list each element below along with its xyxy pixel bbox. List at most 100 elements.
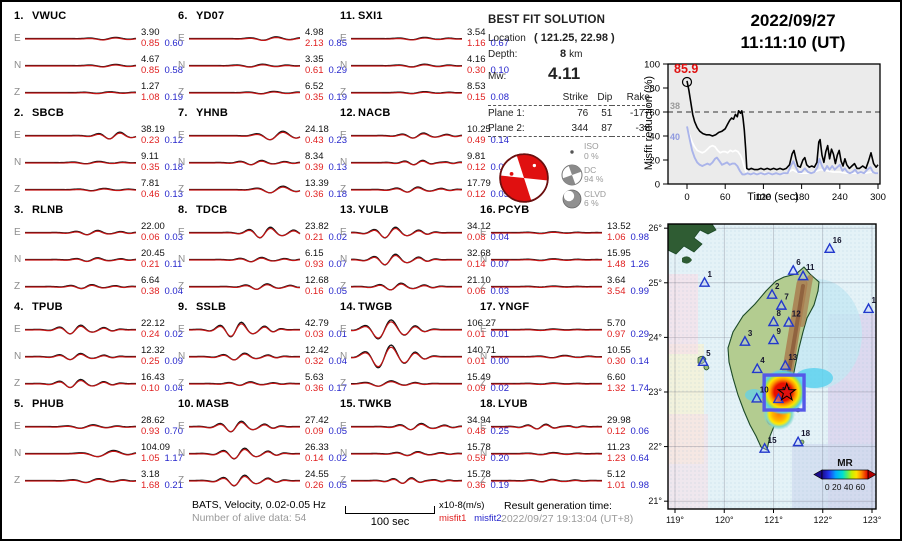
channel-label: Z <box>480 281 487 292</box>
channel-row-TPUB-Z: Z 16.43 0.10 0.04 <box>14 370 183 397</box>
channel-values: 34.94 0.48 0.25 <box>467 415 509 437</box>
misfit2-value: 0.10 <box>490 64 510 76</box>
channel-values: 140.71 0.01 0.00 <box>467 345 510 367</box>
misfit2-value: 0.00 <box>490 355 510 367</box>
misfit1-value: 0.15 <box>467 91 486 103</box>
search-area-box <box>762 373 806 412</box>
misfit2-value: 0.67 <box>490 37 510 49</box>
misfit2-value: 0.19 <box>490 479 510 491</box>
waveform-YD07-Z <box>189 90 301 95</box>
svg-text:80: 80 <box>649 84 660 95</box>
misfit1-value: 0.06 <box>467 285 486 297</box>
misfit1-value: 1.68 <box>141 479 160 491</box>
channel-values: 13.39 0.36 0.18 <box>305 178 347 200</box>
station-block-PCYB: 16. PCYB E 13.52 1.06 0.98 N 15.95 1.48 1.26 Z 3.64… <box>480 204 649 301</box>
misfit1-value: 0.32 <box>305 355 324 367</box>
channel-label: N <box>480 254 488 265</box>
misfit1-value: 0.35 <box>305 91 324 103</box>
misfit1-value: 0.43 <box>305 134 324 146</box>
amplitude-value: 16.43 <box>141 372 165 383</box>
channel-row-YHNB-Z: Z 13.39 0.36 0.18 <box>178 176 347 203</box>
map-station-17: 17 <box>862 296 876 314</box>
station-header: 2. SBCB <box>14 107 64 119</box>
channel-row-SBCB-Z: Z 7.81 0.46 0.13 <box>14 176 183 203</box>
amplitude-value: 3.54 <box>467 27 486 38</box>
channel-label: N <box>14 254 22 265</box>
misfit2-value: 0.14 <box>490 134 510 146</box>
station-block-TDCB: 8. TDCB E 23.82 0.21 0.02 N 6.15 0.93 0.07 Z 12.68 0… <box>178 204 347 301</box>
amplitude-value: 3.18 <box>141 469 160 480</box>
misfit2-key-label: misfit2 <box>474 513 502 524</box>
stations-col-4: 16. PCYB E 13.52 1.06 0.98 N 15.95 1.48 1.26 Z 3.64… <box>480 204 649 495</box>
event-time: 11:11:10 (UT) <box>740 33 846 52</box>
map-station-10: 10 <box>750 386 769 403</box>
misfit1-value: 0.14 <box>305 452 324 464</box>
channel-row-YD07-Z: Z 6.52 0.35 0.19 <box>178 79 347 106</box>
channel-values: 12.32 0.25 0.09 <box>141 345 183 367</box>
channel-label: N <box>14 60 22 71</box>
waveform-TWGB-N <box>350 344 462 369</box>
channel-label: E <box>480 421 487 432</box>
amplitude-value: 12.42 <box>305 345 329 356</box>
channel-values: 12.68 0.16 0.05 <box>305 275 347 297</box>
channel-label: E <box>340 130 347 141</box>
misfit1-value: 0.25 <box>141 355 160 367</box>
nodal-plane-table: Strike Dip Rake Plane 1: 76 51 -177 Plan… <box>488 90 650 137</box>
map-station-6: 6 <box>787 258 801 275</box>
depth-label: Depth: <box>488 49 518 60</box>
channel-label: N <box>178 351 186 362</box>
waveform-NACB-Z <box>351 186 463 193</box>
misfit-series-blue <box>686 126 878 176</box>
waveform-MASB-Z <box>188 474 301 487</box>
misfit1-value: 0.30 <box>467 64 486 76</box>
channel-row-TDCB-Z: Z 12.68 0.16 0.05 <box>178 273 347 300</box>
amplitude-value: 10.55 <box>607 345 631 356</box>
t-axis-dot <box>532 163 537 168</box>
misfit-series-black <box>686 80 879 171</box>
channel-row-VWUC-Z: Z 1.27 1.08 0.19 <box>14 79 183 106</box>
svg-text:120: 120 <box>755 192 771 203</box>
station-triangle-icon <box>779 359 792 370</box>
waveform-VWUC-Z <box>25 91 137 95</box>
station-block-YD07: 6. YD07 E 4.98 2.13 0.85 N 3.35 0.61 0.29 Z 6.52 0.3… <box>178 10 347 107</box>
channel-label: E <box>480 227 487 238</box>
waveform-LYUB-N <box>491 451 603 456</box>
channel-values: 15.78 0.59 0.20 <box>467 442 509 464</box>
amplitude-value: 4.67 <box>141 54 160 65</box>
channel-label: N <box>340 157 348 168</box>
amplitude-value: 23.82 <box>305 221 329 232</box>
svg-text:20: 20 <box>649 156 660 167</box>
channel-values: 6.15 0.93 0.07 <box>305 248 347 270</box>
station-triangle-icon <box>751 362 764 374</box>
amplitude-value: 13.52 <box>607 221 631 232</box>
waveform-SBCB-E <box>25 131 137 140</box>
channel-row-PCYB-N: N 15.95 1.48 1.26 <box>480 246 649 273</box>
channel-row-PHUB-Z: Z 3.18 1.68 0.21 <box>14 467 183 494</box>
channel-values: 8.34 0.39 0.13 <box>305 151 347 173</box>
waveform-NACB-N <box>351 159 463 166</box>
waveform-YHNB-Z <box>189 185 301 194</box>
waveform-TDCB-Z <box>189 283 301 290</box>
misfit1-value: 0.93 <box>141 425 160 437</box>
channel-row-PCYB-E: E 13.52 1.06 0.98 <box>480 219 649 246</box>
channel-values: 34.12 0.08 0.04 <box>467 221 509 243</box>
channel-values: 42.79 0.03 0.01 <box>305 318 347 340</box>
waveform-YULB-E <box>350 226 462 239</box>
channel-values: 32.68 0.14 0.07 <box>467 248 509 270</box>
station-triangle-icon <box>767 315 780 327</box>
map-station-4: 4 <box>751 356 765 374</box>
misfit1-value: 0.10 <box>141 382 160 394</box>
channel-label: Z <box>340 184 347 195</box>
station-triangle-icon <box>772 392 785 404</box>
amplitude-units-label: x10-8(m/s) <box>439 500 485 511</box>
amplitude-value: 24.18 <box>305 124 329 135</box>
misfit2-value: 0.03 <box>490 285 510 297</box>
channel-label: Z <box>14 281 21 292</box>
channel-values: 10.25 0.49 0.14 <box>467 124 510 146</box>
amplitude-value: 12.68 <box>305 275 329 286</box>
map-station-13: 13 <box>779 353 798 370</box>
mw-value: 4.11 <box>548 64 581 83</box>
amplitude-value: 9.81 <box>467 151 486 162</box>
waveform-LYUB-Z <box>491 478 603 483</box>
station-header: 7. YHNB <box>178 107 228 119</box>
